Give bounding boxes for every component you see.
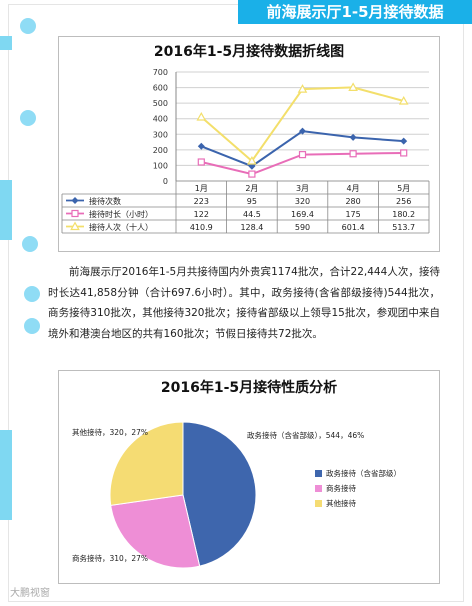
data-label: 95 bbox=[247, 197, 257, 206]
decorative-dot bbox=[22, 236, 38, 252]
decorative-dot bbox=[24, 286, 40, 302]
side-accent-strip bbox=[0, 36, 12, 50]
line-chart-title: 2016年1-5月接待数据折线图 bbox=[153, 44, 345, 60]
data-point bbox=[398, 95, 409, 105]
side-accent-strip bbox=[0, 430, 12, 520]
data-point bbox=[248, 170, 256, 178]
decorative-dot bbox=[20, 18, 36, 34]
data-point bbox=[349, 150, 357, 158]
data-point bbox=[297, 84, 308, 93]
x-category-label: 4月 bbox=[347, 184, 360, 193]
legend-marker bbox=[70, 221, 80, 231]
data-label: 128.4 bbox=[240, 223, 263, 232]
data-label: 280 bbox=[345, 197, 360, 206]
data-point bbox=[247, 155, 257, 165]
pie-chart: 政务接待（含省部级），544，46% 商务接待，310，27% 其他接待，320，2… bbox=[72, 421, 401, 569]
data-point bbox=[348, 82, 358, 91]
decorative-dot bbox=[20, 110, 36, 126]
data-label: 169.4 bbox=[291, 210, 314, 219]
y-tick-label: 600 bbox=[153, 84, 168, 93]
watermark-text: 大鹏视窗 bbox=[10, 588, 50, 599]
legend-swatch bbox=[315, 470, 322, 477]
y-tick-label: 200 bbox=[153, 146, 168, 155]
data-point bbox=[349, 133, 357, 141]
x-category-label: 1月 bbox=[195, 184, 208, 193]
legend-label: 其他接待 bbox=[326, 498, 356, 508]
side-accent-strip bbox=[0, 180, 12, 240]
line-chart-panel: 2016年1-5月接待数据折线图 0 100 200 300 400 500 600 700 1… bbox=[58, 36, 440, 252]
data-point bbox=[400, 149, 408, 157]
decorative-dot bbox=[24, 318, 40, 334]
legend-swatch bbox=[315, 485, 322, 492]
data-point bbox=[298, 151, 307, 159]
page-banner: 前海展示厅1-5月接待数据 bbox=[238, 0, 472, 24]
data-label: 44.5 bbox=[243, 210, 261, 219]
data-label: 175 bbox=[345, 210, 360, 219]
x-category-label: 2月 bbox=[245, 184, 258, 193]
pie-slice bbox=[182, 421, 257, 567]
y-tick-label: 700 bbox=[153, 68, 168, 77]
summary-paragraph: 前海展示厅2016年1-5月共接待国内外贵宾1174批次，合计22,444人次，… bbox=[48, 266, 440, 340]
data-label: 320 bbox=[295, 197, 310, 206]
data-label: 590 bbox=[295, 223, 310, 232]
data-point bbox=[197, 158, 205, 166]
data-point bbox=[196, 111, 207, 121]
legend-label: 政务接待（含省部级） bbox=[326, 468, 401, 478]
pie-chart-panel: 2016年1-5月接待性质分析 政务接待（含省部级），544，46% 商务接待，3… bbox=[58, 370, 440, 584]
y-tick-label: 400 bbox=[153, 115, 168, 124]
x-category-label: 3月 bbox=[296, 184, 309, 193]
y-tick-label: 500 bbox=[153, 99, 168, 108]
data-point bbox=[197, 142, 205, 150]
series-line bbox=[200, 130, 404, 168]
data-label: 180.2 bbox=[392, 210, 415, 219]
y-tick-label: 300 bbox=[153, 130, 168, 139]
data-label: 256 bbox=[396, 197, 411, 206]
pie-slice bbox=[109, 421, 184, 506]
data-point bbox=[400, 137, 408, 145]
legend-label: 接待次数 bbox=[89, 196, 121, 206]
data-label: 513.7 bbox=[392, 223, 415, 232]
data-label: 122 bbox=[194, 210, 209, 219]
pie-chart-title: 2016年1-5月接待性质分析 bbox=[160, 380, 338, 396]
legend-swatch bbox=[315, 500, 322, 507]
data-label: 601.4 bbox=[342, 223, 365, 232]
y-tick-label: 100 bbox=[153, 161, 168, 170]
legend-marker bbox=[71, 197, 79, 204]
legend-label: 商务接待 bbox=[326, 483, 356, 493]
legend-label: 接待时长（小时） bbox=[89, 209, 153, 219]
legend-marker bbox=[71, 209, 79, 218]
slice-label: 其他接待，320，27% bbox=[72, 427, 148, 437]
data-label: 223 bbox=[194, 197, 209, 206]
slice-label: 政务接待（含省部级），544，46% bbox=[247, 430, 364, 440]
slice-label: 商务接待，310，27% bbox=[72, 553, 148, 563]
data-label: 410.9 bbox=[190, 223, 213, 232]
legend-label: 接待人次（十人） bbox=[89, 222, 153, 232]
page-frame bbox=[8, 4, 464, 602]
y-tick-label: 0 bbox=[163, 177, 168, 186]
pie-slice bbox=[110, 494, 201, 569]
x-category-label: 5月 bbox=[397, 184, 410, 193]
